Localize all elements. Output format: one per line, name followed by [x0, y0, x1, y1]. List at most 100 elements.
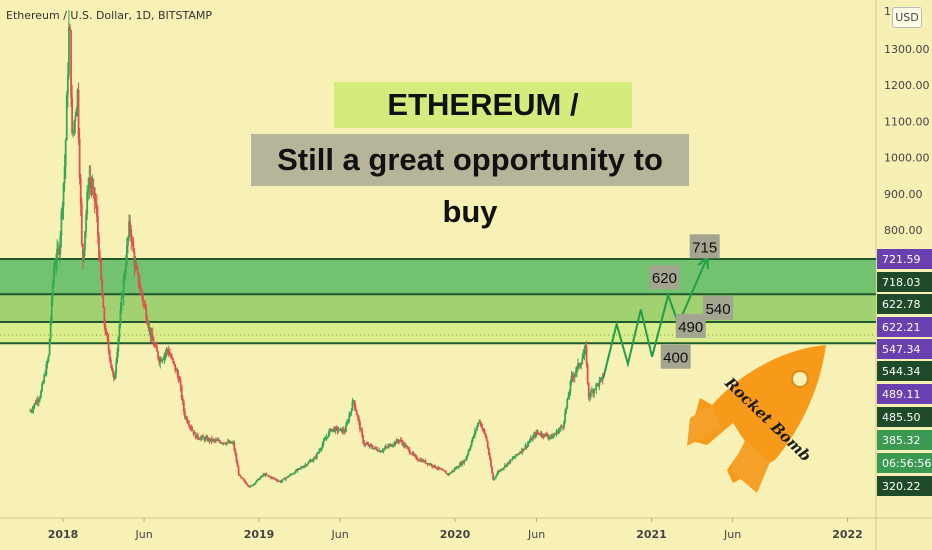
- candle-body: [589, 390, 592, 397]
- candle-body: [367, 444, 370, 447]
- candle-body: [586, 364, 589, 383]
- candle-body: [46, 360, 49, 364]
- candle-body: [541, 433, 544, 436]
- candle-body: [56, 249, 58, 262]
- candle-body: [402, 442, 404, 446]
- candle-body: [261, 475, 264, 477]
- candle-body: [280, 480, 283, 483]
- candle-body: [573, 374, 576, 378]
- candle-body: [534, 434, 536, 437]
- candle-body: [599, 378, 602, 381]
- candle-body: [284, 478, 287, 480]
- candle-body: [141, 289, 143, 297]
- candle-body: [490, 459, 492, 467]
- candle-body: [93, 187, 96, 202]
- candle-body: [479, 421, 482, 423]
- candle-body: [548, 436, 550, 438]
- candle-body: [219, 441, 222, 443]
- candle-body: [40, 391, 42, 398]
- target-label: 400: [663, 350, 688, 367]
- currency-button[interactable]: USD: [892, 7, 922, 28]
- candle-body: [514, 454, 517, 457]
- candle-body: [59, 235, 62, 255]
- candle-body: [44, 375, 47, 377]
- candle-body: [245, 482, 248, 484]
- candle-body: [287, 476, 289, 478]
- price-label-box: [877, 249, 932, 269]
- candle-body: [107, 340, 110, 351]
- candle-body: [407, 447, 410, 449]
- candle-body: [65, 95, 68, 141]
- candle-body: [41, 383, 43, 392]
- candle-body: [149, 327, 152, 337]
- candle-body: [192, 430, 195, 434]
- candle-body: [54, 265, 56, 267]
- candle-body: [577, 363, 579, 367]
- candle-body: [440, 469, 443, 471]
- candle-body: [563, 421, 565, 428]
- candle-body: [516, 453, 519, 455]
- symbol-header: Ethereum / U.S. Dollar, 1D, BITSTAMP: [6, 9, 212, 22]
- candle-body: [167, 349, 170, 355]
- candle-body: [597, 383, 600, 386]
- x-tick-label: 2020: [440, 528, 471, 541]
- candle-body: [436, 468, 439, 470]
- candle-body: [458, 463, 461, 467]
- candle-body: [144, 304, 147, 308]
- candle-body: [347, 421, 350, 423]
- candle-body: [435, 467, 438, 469]
- candle-body: [165, 349, 168, 353]
- candle-body: [493, 477, 496, 480]
- candle-body: [391, 445, 394, 447]
- candle-body: [154, 346, 157, 348]
- x-tick-label: Jun: [527, 528, 545, 541]
- candle-body: [92, 186, 95, 188]
- candle-body: [368, 444, 371, 447]
- candle-body: [289, 474, 292, 476]
- candle-body: [509, 459, 512, 463]
- x-tick-label: Jun: [134, 528, 152, 541]
- candle-body: [429, 464, 432, 466]
- candle-body: [569, 381, 572, 392]
- candle-body: [456, 466, 459, 468]
- candle-body: [64, 140, 67, 167]
- candle-body: [583, 349, 586, 356]
- candle-body: [162, 358, 165, 360]
- candle-body: [113, 373, 115, 380]
- candle-body: [353, 400, 356, 407]
- candle-body: [135, 265, 138, 269]
- candle-body: [574, 371, 577, 375]
- candle-body: [539, 434, 542, 436]
- candle-body: [286, 476, 288, 479]
- candle-body: [74, 116, 77, 121]
- candle-body: [244, 480, 246, 483]
- candle-body: [180, 386, 183, 399]
- candle-body: [150, 334, 153, 337]
- candle-body: [484, 433, 487, 438]
- candle-body: [87, 189, 90, 192]
- target-box: [675, 313, 706, 338]
- candle-body: [260, 475, 263, 478]
- candle-body: [529, 438, 532, 442]
- candle-body: [485, 437, 488, 442]
- candle-body: [119, 309, 122, 326]
- candle-body: [276, 480, 279, 482]
- candle-body: [191, 429, 194, 431]
- candle-body: [89, 177, 92, 184]
- candle-body: [234, 450, 237, 455]
- candle-body: [570, 375, 573, 382]
- candle-body: [187, 421, 190, 424]
- candle-body: [316, 453, 318, 458]
- candle-body: [222, 442, 225, 444]
- candle-body: [587, 382, 590, 397]
- candle-body: [295, 470, 298, 472]
- candle-body: [118, 325, 121, 338]
- candle-body: [254, 481, 257, 484]
- chart-title: ETHEREUM / DOLLAR: [334, 82, 632, 168]
- candle-body: [205, 437, 208, 439]
- candle-body: [79, 178, 82, 205]
- candle-body: [355, 410, 358, 415]
- candle-body: [60, 211, 63, 236]
- candle-body: [463, 460, 466, 464]
